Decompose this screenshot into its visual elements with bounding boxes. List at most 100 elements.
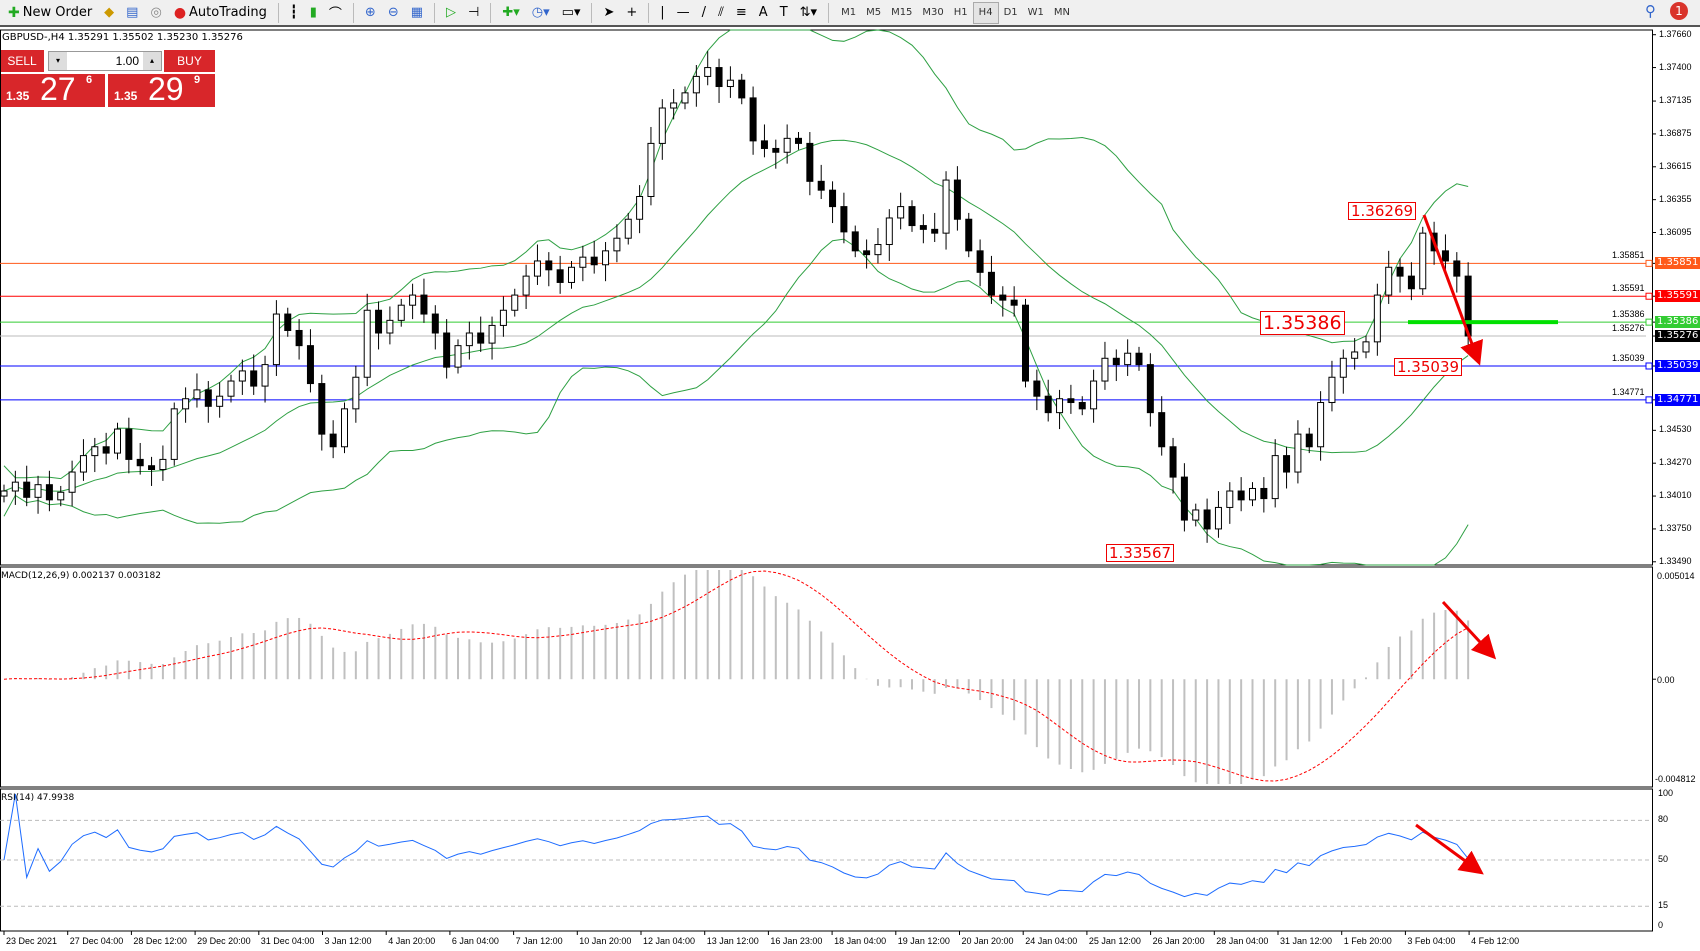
candle-body bbox=[1078, 402, 1086, 410]
annotation-low-level[interactable]: 1.35039 bbox=[1394, 358, 1463, 376]
candle-body bbox=[863, 250, 871, 256]
macd-title: MACD(12,26,9) 0.002137 0.003182 bbox=[1, 571, 161, 581]
sell-button[interactable]: SELL bbox=[0, 50, 44, 72]
timeframe-m5[interactable]: M5 bbox=[866, 7, 882, 18]
macd-panel-frame bbox=[0, 566, 1653, 788]
date-label: 13 Jan 12:00 bbox=[706, 936, 759, 946]
indicators-icon[interactable]: ✚▾ bbox=[502, 5, 520, 20]
timeframe-m30[interactable]: M30 bbox=[922, 7, 944, 18]
candle-body bbox=[45, 484, 53, 501]
candle-body bbox=[783, 137, 791, 153]
timeframe-mn[interactable]: MN bbox=[1053, 7, 1070, 18]
timeframe-h4[interactable]: H4 bbox=[972, 1, 999, 24]
lot-size-input[interactable]: ▾ 1.00 ▴ bbox=[48, 51, 162, 71]
cursor-icon[interactable]: ➤ bbox=[603, 5, 615, 20]
equidistant-channel-icon[interactable]: ⫽ bbox=[718, 5, 724, 20]
price-tick-label: 1.37660 bbox=[1659, 28, 1692, 39]
macd-zero: 0.00 bbox=[1657, 675, 1675, 685]
text-icon[interactable]: A bbox=[758, 5, 768, 20]
candle-body bbox=[182, 398, 190, 410]
zoom-out-icon[interactable]: ⊖ bbox=[387, 5, 399, 20]
candle-body bbox=[738, 79, 746, 99]
candle-body bbox=[488, 324, 496, 344]
timeframe-h1[interactable]: H1 bbox=[953, 7, 968, 18]
market-watch-icon[interactable]: ◆ bbox=[104, 5, 115, 20]
navigator-icon[interactable]: ▤ bbox=[126, 5, 139, 20]
fibonacci-icon[interactable]: ≡ bbox=[735, 5, 747, 20]
candle-body bbox=[568, 266, 575, 283]
candle-body bbox=[11, 481, 19, 492]
buy-button[interactable]: BUY bbox=[164, 50, 215, 72]
candle-body bbox=[114, 428, 121, 454]
candle-body bbox=[477, 332, 485, 344]
bar-chart-icon[interactable]: ┇ bbox=[289, 5, 298, 20]
templates-icon[interactable]: ▭▾ bbox=[561, 5, 581, 20]
tile-windows-icon[interactable]: ▦ bbox=[410, 5, 424, 20]
candlestick-icon[interactable]: ▮ bbox=[309, 5, 317, 20]
signals-icon[interactable]: ◎ bbox=[150, 5, 162, 20]
date-label: 12 Jan 04:00 bbox=[643, 936, 696, 946]
annotation-low[interactable]: 1.33567 bbox=[1106, 544, 1175, 562]
candle-body bbox=[1317, 402, 1325, 448]
price-tick-label: 1.33490 bbox=[1659, 555, 1692, 566]
candle-body bbox=[1067, 398, 1075, 404]
timeframe-d1[interactable]: D1 bbox=[1003, 7, 1018, 18]
timeframe-m1[interactable]: M1 bbox=[841, 7, 857, 18]
vertical-line-icon[interactable]: | bbox=[660, 5, 665, 20]
candle-body bbox=[874, 244, 882, 256]
lot-down-icon[interactable]: ▾ bbox=[49, 52, 67, 70]
candle-body bbox=[1124, 352, 1132, 366]
candle-body bbox=[227, 380, 235, 397]
autoscroll-icon[interactable]: ▷ bbox=[446, 5, 457, 20]
price-tick-label: 1.35591 bbox=[1612, 283, 1645, 294]
lot-up-icon[interactable]: ▴ bbox=[143, 52, 161, 70]
price-tick-label: 1.37400 bbox=[1659, 61, 1692, 72]
line-chart-icon[interactable]: ⌒ bbox=[328, 7, 342, 22]
price-tick-label: 1.35386 bbox=[1612, 309, 1645, 320]
search-icon[interactable]: ⚲ bbox=[1645, 2, 1656, 20]
annotation-support[interactable]: 1.35386 bbox=[1260, 311, 1345, 335]
timeframe-w1[interactable]: W1 bbox=[1027, 7, 1044, 18]
candle-body bbox=[760, 140, 768, 149]
candle-body bbox=[1271, 455, 1279, 500]
date-label: 19 Jan 12:00 bbox=[897, 936, 950, 946]
annotation-high[interactable]: 1.36269 bbox=[1348, 202, 1417, 220]
date-label: 28 Dec 12:00 bbox=[133, 936, 187, 946]
sell-price[interactable]: 1.35 27 6 bbox=[0, 71, 105, 107]
date-label: 24 Jan 04:00 bbox=[1025, 936, 1078, 946]
candle-body bbox=[1351, 351, 1359, 359]
candle-body bbox=[1328, 376, 1336, 404]
candle-body bbox=[1010, 299, 1018, 306]
arrows-icon[interactable]: ⇅▾ bbox=[799, 5, 818, 20]
candle-body bbox=[431, 313, 439, 334]
crosshair-icon[interactable]: + bbox=[626, 5, 638, 20]
date-label: 27 Dec 04:00 bbox=[69, 936, 124, 946]
autotrading-button[interactable]: ● AutoTrading bbox=[173, 4, 267, 21]
zoom-in-icon[interactable]: ⊕ bbox=[364, 5, 376, 20]
candle-body bbox=[1158, 412, 1166, 448]
new-order-button[interactable]: ✚ New Order bbox=[8, 4, 93, 21]
candle-body bbox=[602, 250, 610, 266]
text-label-icon[interactable]: T bbox=[779, 5, 788, 20]
price-tag: 1.34771 bbox=[1655, 393, 1700, 406]
candle-body bbox=[0, 490, 8, 497]
trendline-icon[interactable]: / bbox=[701, 5, 707, 20]
buy-price[interactable]: 1.35 29 9 bbox=[108, 71, 215, 107]
date-label: 16 Jan 23:00 bbox=[770, 936, 823, 946]
date-label: 4 Feb 12:00 bbox=[1471, 936, 1520, 946]
candle-body bbox=[1373, 294, 1381, 343]
candle-body bbox=[795, 137, 802, 144]
rsi-level-label: 0 bbox=[1658, 920, 1664, 930]
timeframe-m15[interactable]: M15 bbox=[891, 7, 913, 18]
candle-body bbox=[1362, 341, 1370, 353]
candle-body bbox=[817, 180, 825, 191]
periods-icon[interactable]: ◷▾ bbox=[531, 5, 550, 20]
candle-body bbox=[1180, 476, 1188, 521]
chart-shift-icon[interactable]: ⊣ bbox=[468, 5, 480, 20]
candle-body bbox=[806, 142, 814, 182]
notifications-badge[interactable]: 1 bbox=[1670, 2, 1688, 20]
candle-body bbox=[159, 458, 167, 471]
horizontal-line-icon[interactable]: — bbox=[676, 5, 690, 20]
candle-body bbox=[1101, 357, 1109, 382]
